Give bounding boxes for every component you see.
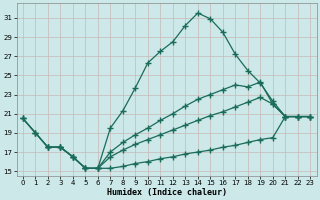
- X-axis label: Humidex (Indice chaleur): Humidex (Indice chaleur): [107, 188, 227, 197]
